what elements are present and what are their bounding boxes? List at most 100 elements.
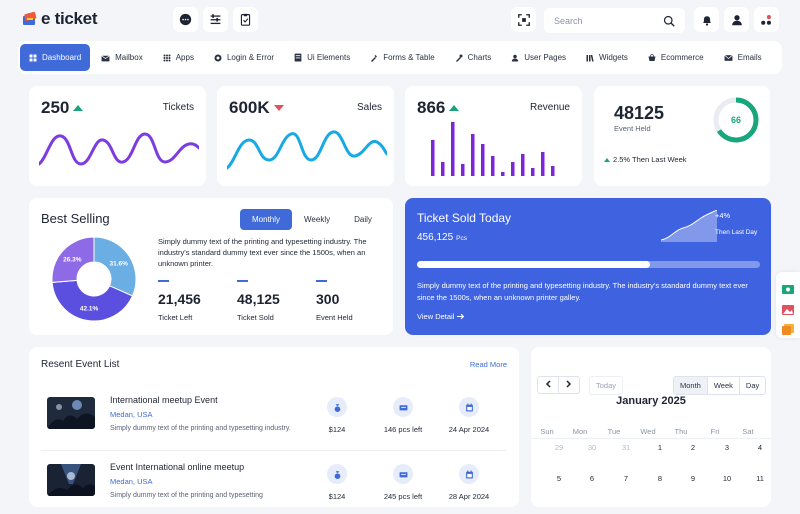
nav-user-pages[interactable]: User Pages: [502, 44, 575, 71]
revenue-value-wrap: 866: [417, 98, 460, 118]
events-ring-chart: 66: [713, 97, 759, 143]
nav-widgets[interactable]: Widgets: [577, 44, 637, 71]
calendar-day[interactable]: 9: [690, 474, 696, 483]
notes-tool-button[interactable]: [782, 322, 794, 340]
event-date: 24 Apr 2024: [434, 397, 504, 434]
view-week-button[interactable]: Week: [707, 376, 740, 395]
profile-button[interactable]: [724, 7, 749, 32]
read-more-link[interactable]: Read More: [469, 360, 507, 369]
chat-icon: [179, 13, 192, 26]
nav-label: Login & Error: [226, 53, 275, 62]
next-month-button[interactable]: [559, 376, 580, 394]
event-row[interactable]: Event International online meetup Medan,…: [47, 452, 519, 514]
nav-apps[interactable]: Apps: [154, 44, 203, 71]
metric-label: Ticket Left: [158, 313, 193, 322]
tab-monthly[interactable]: Monthly: [240, 209, 293, 230]
calendar-day[interactable]: 10: [722, 474, 732, 483]
event-image: [47, 397, 95, 429]
weekday-mon: Mon: [572, 427, 588, 436]
gallery-tool-button[interactable]: [782, 302, 794, 320]
calendar-day[interactable]: 5: [556, 474, 562, 483]
events-held-value: 48125: [614, 103, 665, 123]
calendar-card: Today Month Week Day January 2025: [531, 347, 771, 507]
pie-slice[interactable]: [93, 236, 137, 297]
mailbox-icon: [101, 54, 110, 61]
calendar-day[interactable]: 29: [554, 443, 564, 452]
event-stock-value: 146 pcs left: [383, 425, 423, 434]
event-stock: 146 pcs left: [368, 397, 438, 434]
calendar-day[interactable]: 4: [757, 443, 763, 452]
nav-label: Widgets: [599, 53, 628, 62]
calendar-day[interactable]: 6: [589, 474, 595, 483]
nav-login-error[interactable]: Login & Error: [205, 44, 283, 71]
tab-weekly[interactable]: Weekly: [304, 215, 331, 224]
email-icon: [723, 54, 733, 61]
image-icon: [782, 305, 794, 315]
event-description: Simply dummy text of the printing and ty…: [110, 492, 263, 499]
sold-today-progress: [417, 261, 760, 268]
best-selling-donut-chart: 31.6% 42.1% 26.3%: [51, 236, 137, 322]
sliders-button[interactable]: [203, 7, 228, 32]
calendar-day[interactable]: 31: [621, 443, 631, 452]
metric-ticket-left: 21,456 Ticket Left: [158, 280, 201, 322]
trend-up-icon: [449, 105, 460, 111]
sold-today-count-wrap: 456,125 Pcs: [417, 232, 467, 243]
sold-today-change-label: Then Last Day: [715, 229, 758, 236]
events-change-text: 2.5% Then Last Week: [613, 155, 687, 164]
pie-slice[interactable]: [51, 279, 134, 322]
pie-slice-label: 42.1%: [80, 306, 99, 313]
event-title: International meetup Event: [110, 395, 218, 405]
sold-today-progress-fill: [417, 261, 651, 268]
metric-label: Event Held: [316, 313, 353, 322]
event-date-value: 28 Apr 2024: [448, 492, 490, 501]
dashboard-icon: [29, 54, 37, 61]
sales-card: 600K Sales: [217, 86, 394, 186]
nav-label: Mailbox: [115, 53, 143, 62]
prev-month-button[interactable]: [537, 376, 559, 394]
notification-button[interactable]: [694, 7, 719, 32]
view-month-button[interactable]: Month: [673, 376, 708, 395]
pie-slice-label: 26.3%: [63, 257, 82, 264]
metric-value: 300: [316, 291, 340, 307]
calendar-day[interactable]: 3: [724, 443, 730, 452]
sales-value-wrap: 600K: [229, 98, 284, 118]
view-day-button[interactable]: Day: [739, 376, 767, 395]
best-selling-description: Simply dummy text of the printing and ty…: [158, 237, 367, 268]
nav-label: Forms & Table: [383, 53, 435, 62]
event-row[interactable]: International meetup Event Medan, USA Si…: [47, 385, 519, 447]
calendar-day[interactable]: 30: [587, 443, 597, 452]
clipboard-button[interactable]: [233, 7, 258, 32]
nav-ui-elements[interactable]: Ui Elements: [285, 44, 359, 71]
search-icon[interactable]: [663, 15, 675, 27]
nav-dashboard[interactable]: Dashboard: [20, 44, 91, 71]
brand-logo[interactable]: e ticket: [22, 9, 97, 29]
calendar-day[interactable]: 8: [657, 474, 663, 483]
today-button[interactable]: Today: [589, 376, 624, 395]
calendar-day[interactable]: 2: [690, 443, 696, 452]
fullscreen-button[interactable]: [511, 7, 536, 32]
chat-button[interactable]: [173, 7, 198, 32]
apps-icon: [163, 54, 171, 61]
nav-mailbox[interactable]: Mailbox: [92, 44, 152, 71]
apps-grid-button[interactable]: [754, 7, 779, 32]
metric-divider: [237, 280, 248, 282]
tab-daily[interactable]: Daily: [354, 215, 372, 224]
calendar-day[interactable]: 7: [623, 474, 629, 483]
calendar-day[interactable]: 1: [657, 443, 663, 452]
nav-emails[interactable]: Emails: [715, 44, 771, 71]
best-selling-card: Best Selling Monthly Weekly Daily 31.6% 4…: [29, 198, 393, 335]
nav-forms-table[interactable]: Forms & Table: [361, 44, 443, 71]
nav-label: Ui Elements: [307, 53, 351, 62]
search-input[interactable]: [554, 15, 654, 26]
pie-slice[interactable]: [51, 236, 95, 283]
view-detail-link[interactable]: View Detail: [417, 312, 465, 321]
sliders-icon: [210, 14, 221, 25]
nav-ecommerce[interactable]: Ecommerce: [639, 44, 713, 71]
metric-value: 48,125: [237, 291, 280, 307]
calendar-day[interactable]: 11: [756, 474, 764, 483]
money-tool-button[interactable]: [782, 281, 794, 299]
nav-charts[interactable]: Charts: [446, 44, 501, 71]
event-price: $124: [302, 397, 372, 434]
weekday-tue: Tue: [607, 427, 621, 436]
nav-label: Charts: [467, 53, 492, 62]
